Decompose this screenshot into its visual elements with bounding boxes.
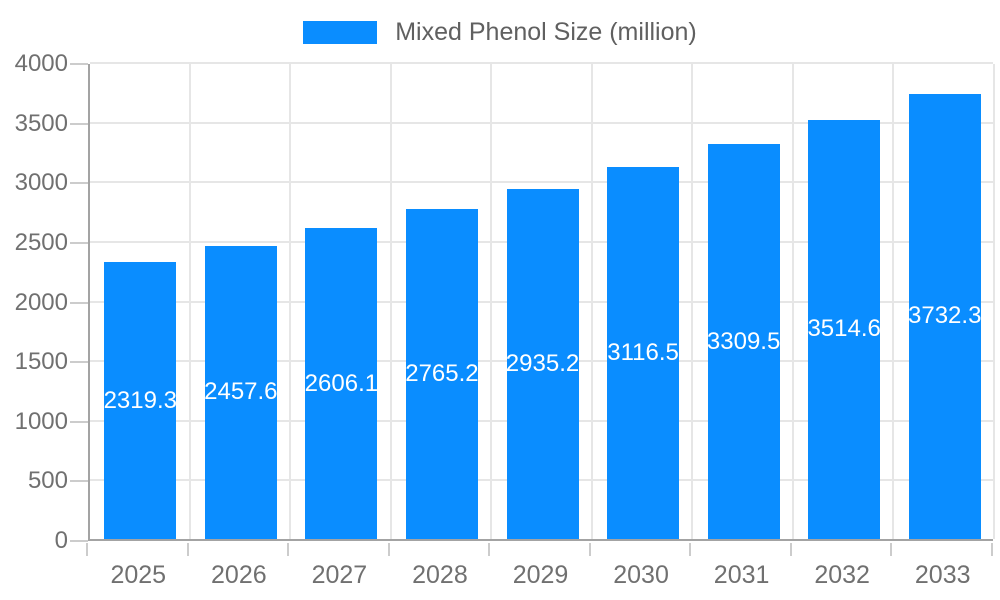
bar[interactable]: 3514.6 xyxy=(807,119,881,539)
bar[interactable]: 2319.3 xyxy=(103,262,177,539)
gridline-vertical xyxy=(993,64,995,539)
x-axis-tick xyxy=(588,543,591,556)
bar[interactable]: 2765.2 xyxy=(405,209,479,539)
bar[interactable]: 2457.6 xyxy=(204,245,278,539)
x-tick-label: 2025 xyxy=(110,561,167,589)
legend[interactable]: Mixed Phenol Size (million) xyxy=(0,16,1000,48)
x-axis-tick xyxy=(991,543,993,556)
y-axis-tick xyxy=(70,420,88,423)
gridline-vertical xyxy=(188,64,191,539)
legend-label: Mixed Phenol Size (million) xyxy=(395,17,697,46)
gridline-horizontal xyxy=(90,62,993,64)
x-axis-tick xyxy=(488,543,491,556)
y-axis-tick xyxy=(70,182,88,185)
gridline-horizontal xyxy=(90,121,993,124)
x-tick-label: 2031 xyxy=(713,561,770,589)
gridline-vertical xyxy=(389,64,392,539)
y-axis-tick xyxy=(70,241,88,244)
x-axis-tick xyxy=(287,543,290,556)
x-axis-tick xyxy=(890,543,893,556)
x-tick-label: 2030 xyxy=(613,561,669,589)
y-axis-tick xyxy=(70,480,88,483)
y-tick-label: 2500 xyxy=(14,228,68,256)
x-axis-tick xyxy=(689,543,692,556)
x-axis-tick xyxy=(86,543,88,556)
y-tick-label: 1500 xyxy=(14,348,68,376)
y-tick-label: 0 xyxy=(54,527,68,554)
bar[interactable]: 3732.3 xyxy=(908,93,982,539)
y-tick-label: 500 xyxy=(27,467,68,495)
y-tick-label: 3000 xyxy=(14,169,68,197)
x-tick-label: 2026 xyxy=(211,561,267,589)
gridline-vertical xyxy=(590,64,593,539)
gridline-horizontal xyxy=(90,181,993,184)
y-axis-tick xyxy=(70,63,88,65)
bar-value-label: 3514.6 xyxy=(807,315,881,343)
bar-value-label: 3116.5 xyxy=(607,339,679,367)
bar[interactable]: 3309.5 xyxy=(706,144,781,539)
x-tick-label: 2027 xyxy=(311,561,368,589)
gridline-vertical xyxy=(691,64,694,539)
legend-swatch-icon xyxy=(303,20,378,44)
bar-value-label: 2606.1 xyxy=(304,369,379,397)
y-tick-label: 1000 xyxy=(14,407,68,435)
bar-value-label: 3309.5 xyxy=(706,327,781,355)
x-tick-label: 2032 xyxy=(814,561,870,589)
x-axis-tick xyxy=(789,543,792,556)
y-axis-tick xyxy=(70,301,88,304)
bar-value-label: 2319.3 xyxy=(103,386,177,414)
bar-value-label: 2765.2 xyxy=(405,360,479,388)
y-axis-tick xyxy=(70,122,88,125)
gridline-vertical xyxy=(490,64,493,539)
bar[interactable]: 3116.5 xyxy=(607,167,680,539)
plot-area: 2319.3 2457.6 2606.1 2765.2 2935.2 3116.5 3309… xyxy=(88,62,995,541)
x-axis-tick xyxy=(387,543,390,556)
y-tick-label: 4000 xyxy=(14,50,68,77)
y-tick-label: 2000 xyxy=(14,288,68,316)
bar-value-label: 2935.2 xyxy=(505,349,580,377)
bar[interactable]: 2935.2 xyxy=(505,188,580,539)
bar[interactable]: 2606.1 xyxy=(304,228,379,539)
gridline-vertical xyxy=(892,64,895,539)
x-tick-label: 2029 xyxy=(512,561,569,589)
x-tick-label: 2033 xyxy=(914,561,971,589)
y-tick-label: 3500 xyxy=(14,109,68,137)
bar-value-label: 2457.6 xyxy=(204,378,278,406)
x-axis-tick xyxy=(186,543,189,556)
bar-value-label: 3732.3 xyxy=(908,302,982,330)
y-axis-tick xyxy=(70,361,88,364)
gridline-vertical xyxy=(289,64,292,539)
gridline-vertical xyxy=(791,64,794,539)
y-axis-tick xyxy=(70,540,88,542)
x-tick-label: 2028 xyxy=(412,561,468,589)
